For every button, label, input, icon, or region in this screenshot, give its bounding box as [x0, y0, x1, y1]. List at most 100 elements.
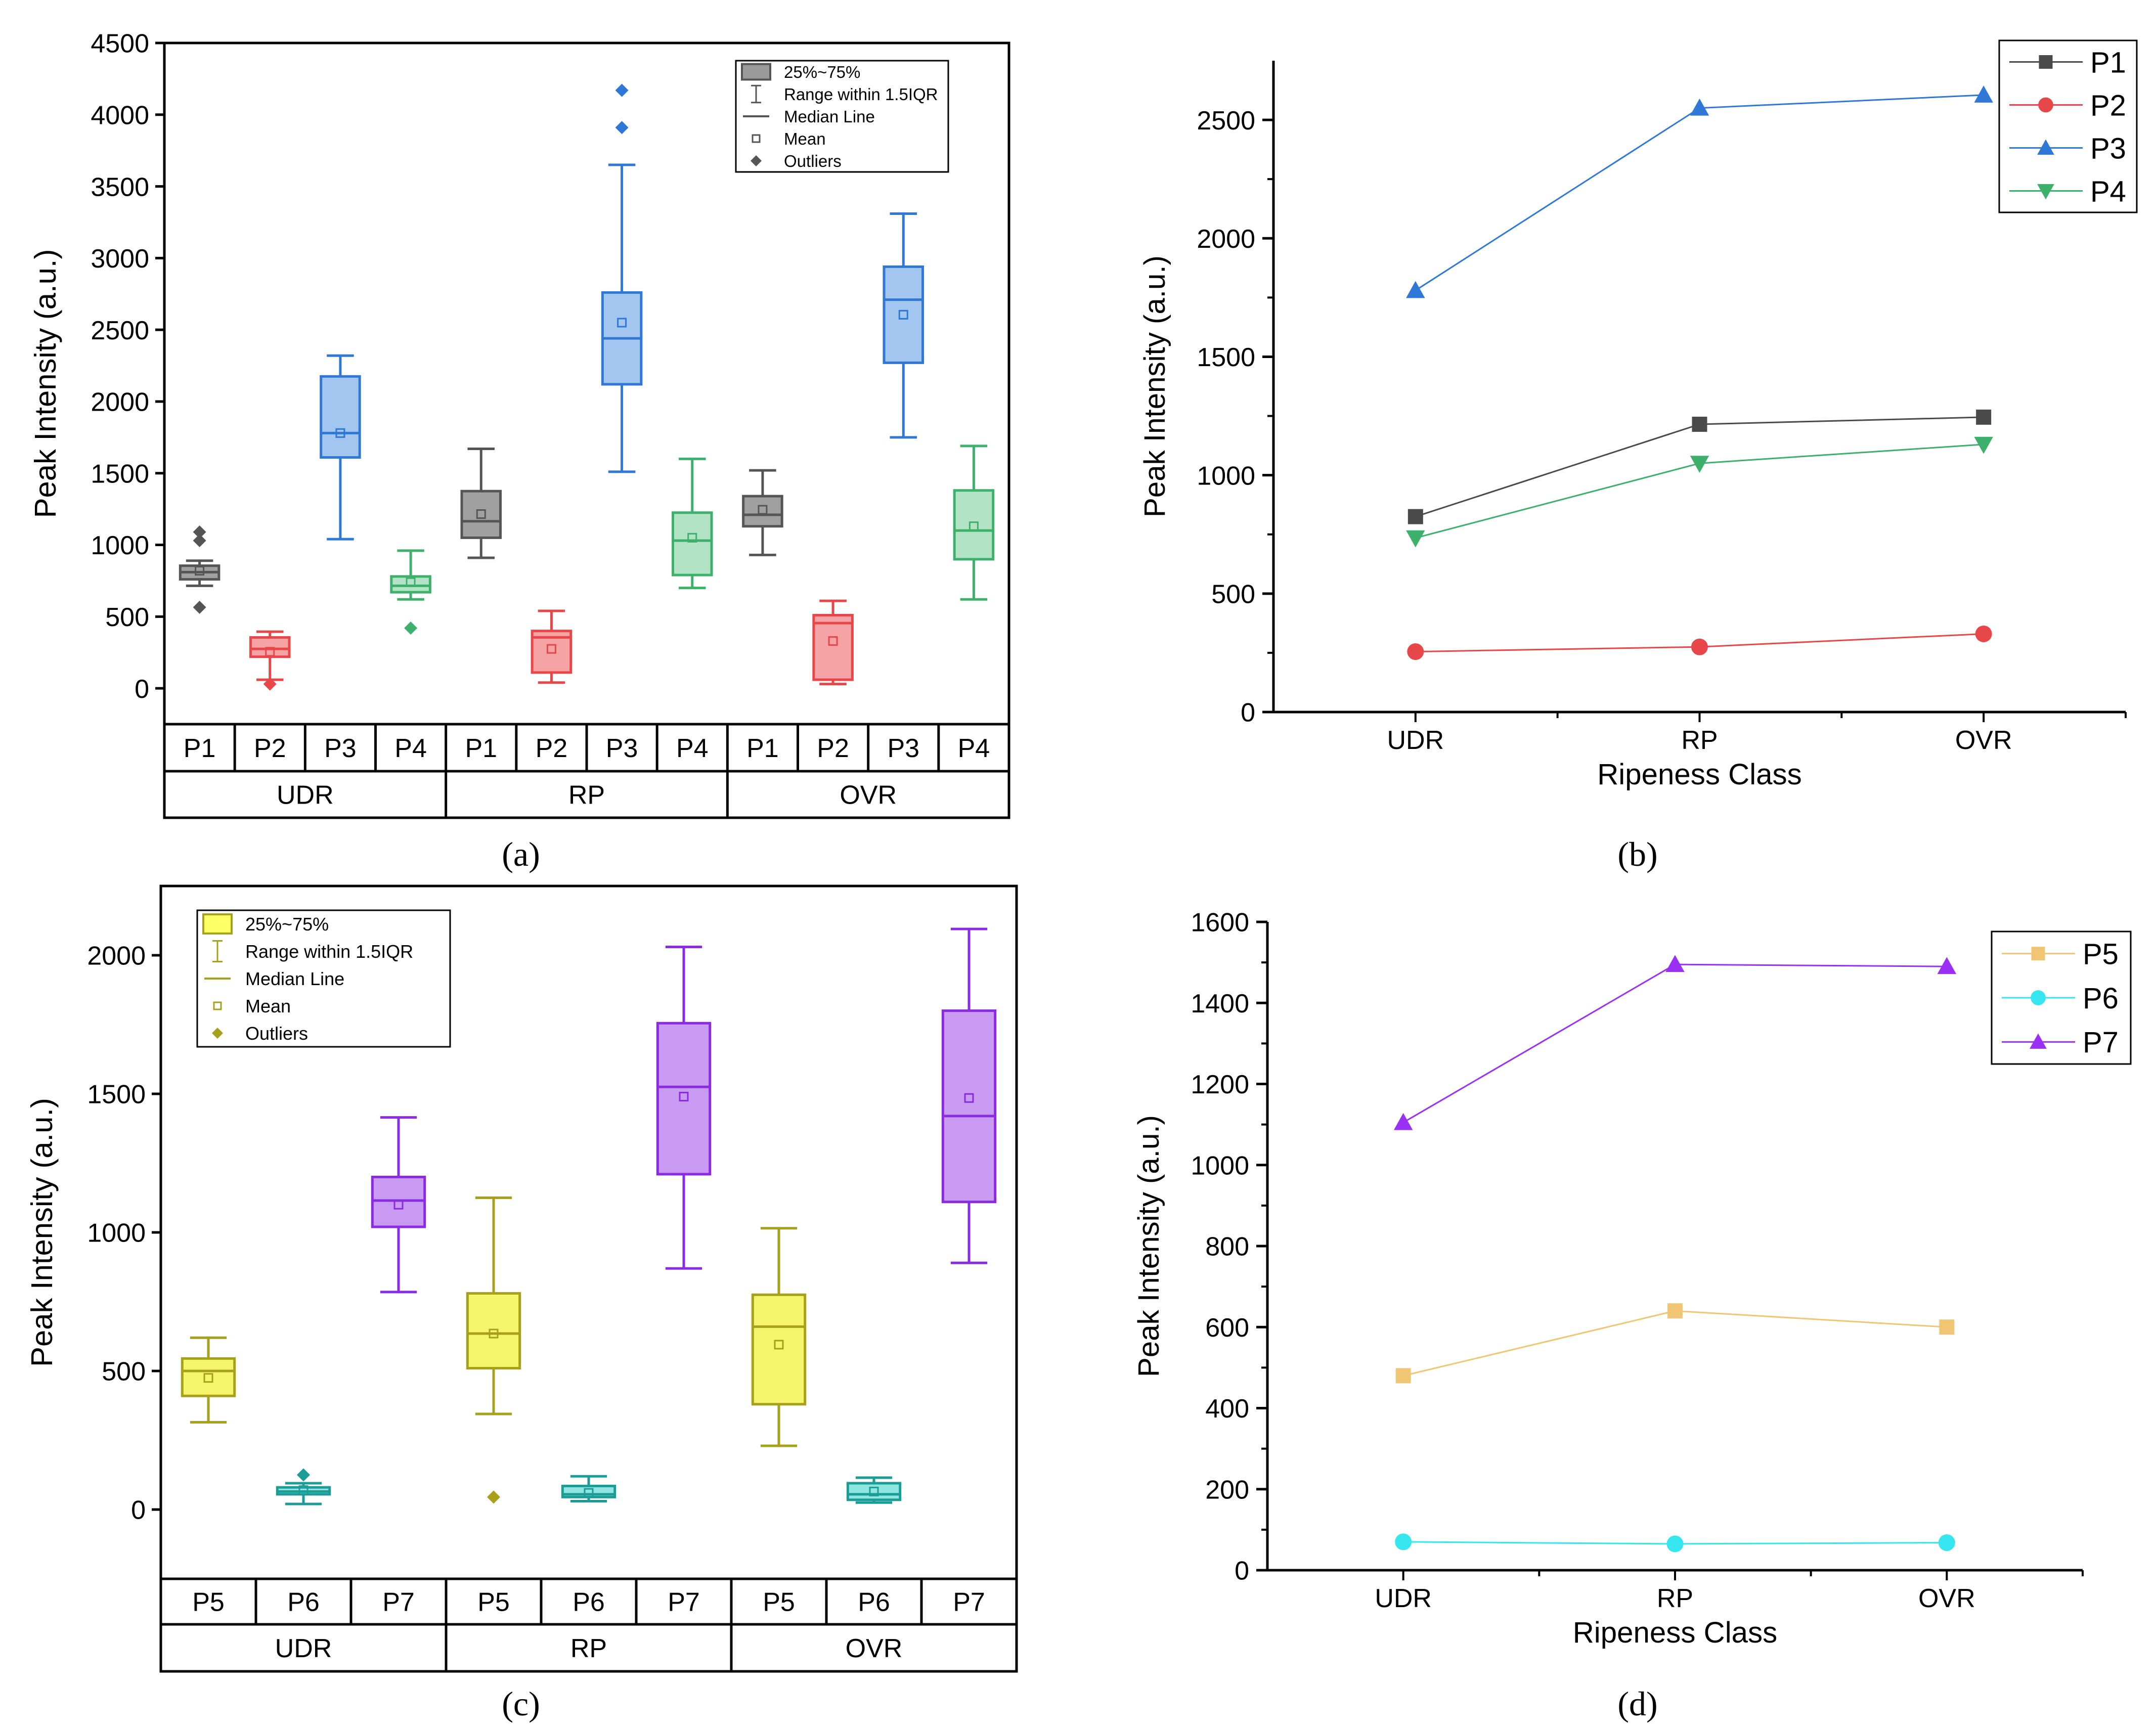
legend-label: P4 — [2090, 175, 2126, 208]
iqr-box — [181, 1357, 236, 1397]
box-RP-P3 — [601, 83, 643, 473]
mean-marker — [898, 309, 908, 320]
legend-frame — [735, 60, 949, 173]
legend-marker-swatch — [2037, 139, 2054, 155]
legend-marker-swatch — [2031, 947, 2045, 961]
data-point — [1938, 1534, 1955, 1552]
mean-marker — [617, 318, 627, 328]
category-label: P5 — [192, 1588, 225, 1617]
y-tick-label: 0 — [1235, 1557, 1249, 1586]
x-tick-label: RP — [1681, 726, 1718, 755]
data-point — [1937, 957, 1957, 974]
legend-label: Median Line — [784, 107, 875, 126]
y-tick-label: 800 — [1205, 1232, 1249, 1262]
legend-label: P1 — [2090, 46, 2126, 79]
group-label: RP — [568, 781, 605, 810]
y-tick-label: 500 — [1211, 580, 1255, 609]
mean-marker — [964, 1093, 974, 1103]
panel-d-line-chart: 0 200 400 600 800 1000 1200 1400 1600 UDR RP OVR Rip… — [1132, 908, 2132, 1649]
category-label: P5 — [477, 1588, 510, 1617]
data-point — [1667, 1303, 1683, 1319]
legend-marker-swatch — [2030, 1033, 2047, 1049]
box-UDR-P1 — [179, 525, 221, 614]
mean-marker — [298, 1485, 309, 1495]
data-point — [1691, 638, 1708, 655]
x-tick-label: RP — [1657, 1584, 1693, 1613]
mean-marker — [687, 533, 697, 543]
series-P6 — [1395, 1533, 1955, 1553]
y-tick-label: 600 — [1205, 1313, 1249, 1343]
y-tick-label: 3500 — [91, 172, 149, 202]
x-axis-label: Ripeness Class — [1573, 1616, 1778, 1649]
category-label: P1 — [465, 734, 497, 763]
legend-label: Outliers — [784, 152, 842, 170]
legend-label: P5 — [2083, 938, 2119, 971]
legend-label: Outliers — [245, 1023, 308, 1044]
data-point — [1406, 281, 1425, 298]
iqr-box — [371, 1175, 426, 1228]
category-label: P2 — [817, 734, 849, 763]
category-label: P1 — [746, 734, 779, 763]
mean-marker — [489, 1328, 499, 1339]
iqr-box — [812, 613, 854, 681]
y-tick-label: 200 — [1205, 1475, 1249, 1504]
mean-marker — [406, 577, 416, 587]
x-axis-label: Ripeness Class — [1597, 758, 1802, 791]
mean-marker — [203, 1373, 213, 1383]
legend-outlier-swatch — [751, 155, 762, 166]
caption-b: (b) — [1617, 835, 1657, 873]
data-point — [1692, 416, 1707, 432]
y-tick-label: 500 — [102, 1357, 146, 1387]
series-P3 — [1406, 85, 1993, 298]
box-RP-P6 — [561, 1475, 617, 1503]
data-point — [1665, 955, 1685, 972]
series-P5 — [1395, 1303, 1955, 1384]
mean-marker — [195, 566, 205, 576]
box-OVR-P7 — [941, 927, 997, 1264]
box-RP-P7 — [656, 946, 712, 1270]
iqr-box — [941, 1009, 997, 1204]
category-label: P2 — [536, 734, 568, 763]
outlier — [297, 1468, 310, 1482]
category-label: P7 — [953, 1588, 985, 1617]
data-point — [1407, 509, 1423, 524]
y-axis-label: Peak Intensity (a.u.) — [28, 249, 62, 518]
outlier — [615, 121, 629, 135]
data-point — [1690, 456, 1709, 473]
category-label: P7 — [668, 1588, 700, 1617]
category-label: P3 — [324, 734, 357, 763]
x-tick-label: OVR — [1955, 726, 2012, 755]
legend-label: P3 — [2090, 132, 2126, 165]
box-OVR-P6 — [846, 1476, 902, 1504]
legend: 25%~75% Range within 1.5IQR Median Line Mea… — [735, 60, 949, 173]
y-tick-label: 2000 — [91, 388, 149, 417]
series-P7 — [1393, 955, 1957, 1130]
legend-frame — [196, 909, 451, 1048]
data-point — [1407, 643, 1424, 660]
legend-box-swatch — [741, 63, 771, 81]
data-point — [1939, 1319, 1955, 1335]
iqr-box — [460, 490, 502, 539]
box-OVR-P4 — [953, 445, 995, 601]
x-tick-label: UDR — [1375, 1584, 1432, 1613]
y-tick-label: 1400 — [1191, 989, 1249, 1018]
series-P2 — [1407, 625, 1992, 660]
y-tick-label: 1500 — [1197, 343, 1255, 372]
legend-mean-swatch — [213, 1001, 222, 1010]
legend-marker-swatch — [2039, 55, 2053, 69]
y-axis-label: Peak Intensity (a.u.) — [1138, 255, 1171, 517]
box-UDR-P4 — [390, 549, 431, 635]
legend-label: P6 — [2083, 982, 2119, 1015]
y-tick-label: 2500 — [91, 316, 149, 345]
iqr-box — [846, 1482, 902, 1501]
group-label: OVR — [846, 1634, 903, 1663]
iqr-box — [742, 495, 783, 528]
box-UDR-P3 — [320, 354, 361, 541]
category-label: P5 — [763, 1588, 795, 1617]
outlier — [404, 622, 418, 635]
iqr-box — [656, 1022, 712, 1176]
y-tick-label: 1600 — [1191, 908, 1249, 938]
legend-outlier-swatch — [212, 1028, 223, 1039]
outlier — [193, 534, 206, 548]
